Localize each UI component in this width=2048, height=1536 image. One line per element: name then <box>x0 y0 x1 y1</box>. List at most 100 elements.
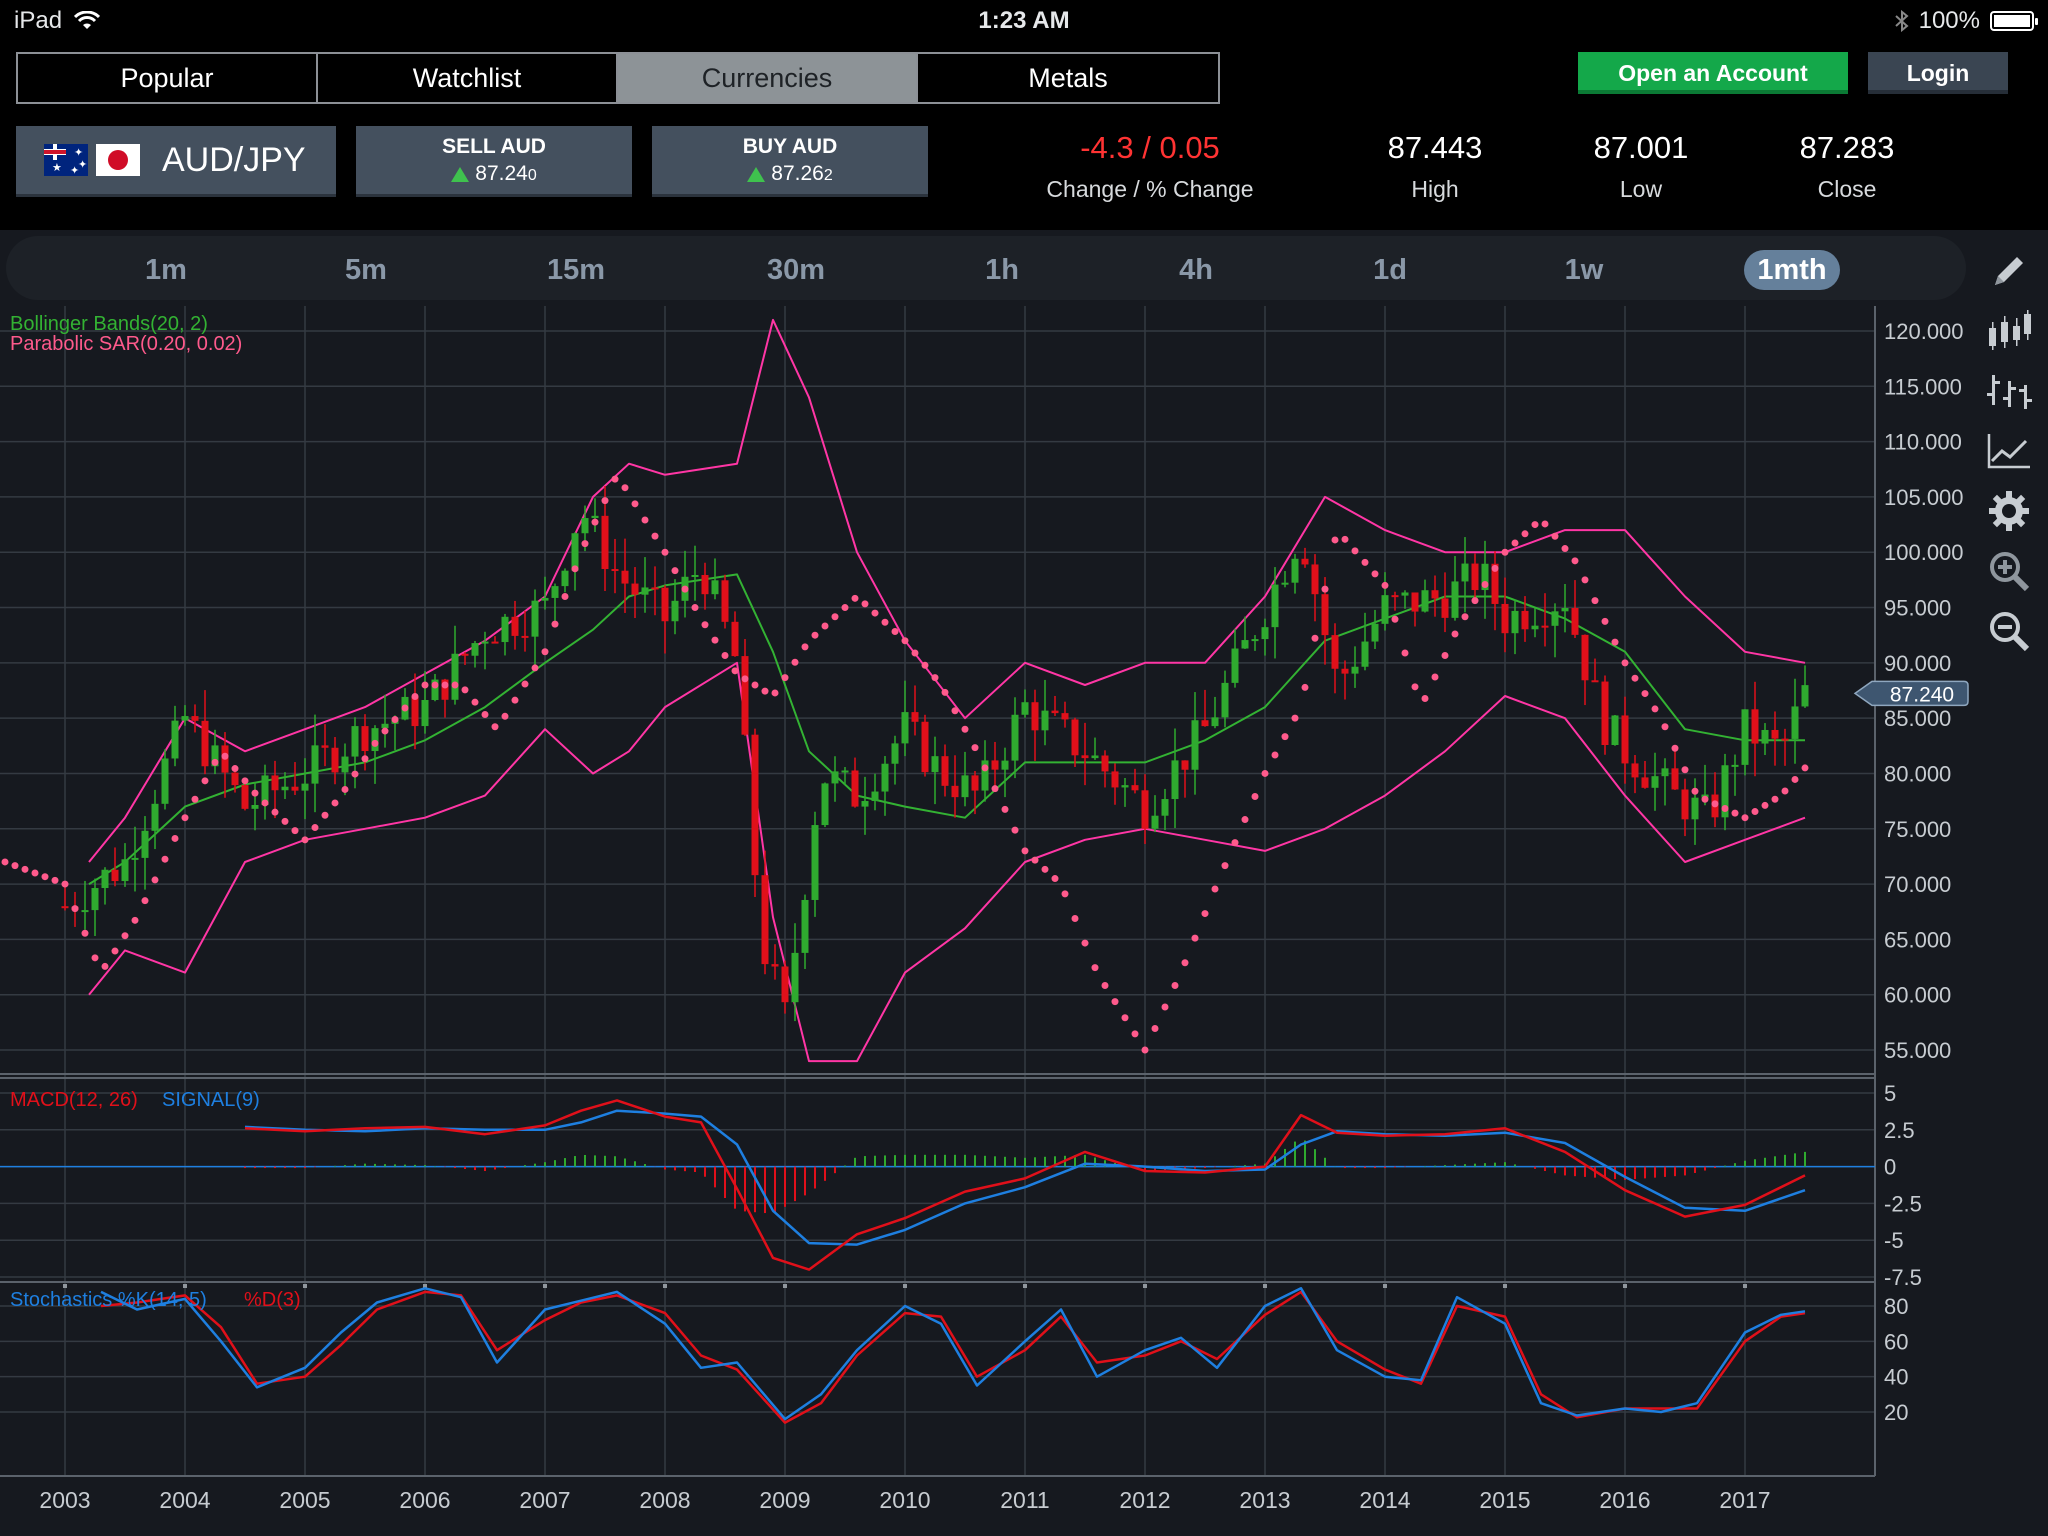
sar-dot <box>1542 520 1549 527</box>
candle-body <box>602 516 609 569</box>
candle-body <box>1612 715 1619 745</box>
sar-dot <box>1582 576 1589 583</box>
candle-body <box>142 831 149 858</box>
sar-dot <box>322 812 329 819</box>
line-chart-icon[interactable] <box>1982 424 2036 478</box>
currency-pair-selector[interactable]: ★ ✦ ✦ ✦ AUD/JPY <box>16 126 336 194</box>
year-tick-label: 2017 <box>1719 1487 1770 1513</box>
candle-body <box>1142 790 1149 828</box>
candle-body <box>672 601 679 621</box>
candle-body <box>1752 709 1759 743</box>
sell-button[interactable]: SELL AUD 87.240 <box>356 126 632 194</box>
open-account-button[interactable]: Open an Account <box>1578 52 1848 94</box>
sar-dot <box>922 662 929 669</box>
timeframe-5m[interactable]: 5m <box>318 250 414 290</box>
sar-dot <box>742 675 749 682</box>
candlestick-icon[interactable] <box>1982 304 2036 358</box>
sar-dot <box>482 711 489 718</box>
candle-body <box>112 870 119 881</box>
candle-body <box>1352 667 1359 674</box>
buy-button[interactable]: BUY AUD 87.262 <box>652 126 928 194</box>
timeframe-15m[interactable]: 15m <box>528 250 624 290</box>
sar-dot <box>912 650 919 657</box>
sar-dot <box>602 497 609 504</box>
sar-dot <box>1662 723 1669 730</box>
sar-dot <box>1422 695 1429 702</box>
timeframe-30m[interactable]: 30m <box>748 250 844 290</box>
sar-dot <box>812 632 819 639</box>
tool-sidebar <box>1976 236 2042 676</box>
candle-body <box>1642 777 1649 787</box>
sar-dot <box>1702 796 1709 803</box>
stoch-tick-marker <box>903 1284 907 1288</box>
price-tick-label: 100.000 <box>1884 540 1964 565</box>
sar-dot <box>202 777 209 784</box>
sar-dot <box>252 790 259 797</box>
timeframe-4h[interactable]: 4h <box>1148 250 1244 290</box>
timeframe-1mth[interactable]: 1mth <box>1744 250 1840 290</box>
sar-dot <box>1682 766 1689 773</box>
candle-body <box>1652 776 1659 788</box>
sar-dot <box>182 814 189 821</box>
sar-dot <box>1482 581 1489 588</box>
gear-icon[interactable] <box>1982 484 2036 538</box>
timeframe-1m[interactable]: 1m <box>118 250 214 290</box>
ohlc-bars-icon[interactable] <box>1982 364 2036 418</box>
zoom-in-icon[interactable] <box>1982 544 2036 598</box>
candle-body <box>132 858 139 860</box>
candle-body <box>292 787 299 791</box>
stoch-tick-marker <box>783 1284 787 1288</box>
candle-body <box>712 580 719 594</box>
candle-body <box>662 588 669 622</box>
sar-dot <box>782 674 789 681</box>
login-button[interactable]: Login <box>1868 52 2008 94</box>
candle-body <box>1052 711 1059 714</box>
timeframe-1w[interactable]: 1w <box>1536 250 1632 290</box>
sar-dot <box>1772 796 1779 803</box>
quote-bar: ★ ✦ ✦ ✦ AUD/JPY SELL AUD 87.240 BUY AUD … <box>0 118 2048 230</box>
sar-dot <box>242 777 249 784</box>
sar-dot <box>532 664 539 671</box>
sar-dot <box>872 610 879 617</box>
candle-body <box>462 654 469 656</box>
sar-dot <box>1182 959 1189 966</box>
candle-body <box>752 735 759 875</box>
price-tick-label: 115.000 <box>1884 374 1962 399</box>
price-chart[interactable]: Bollinger Bands(20, 2)Parabolic SAR(0.20… <box>0 306 1970 1536</box>
candle-body <box>1742 709 1749 765</box>
candle-body <box>1382 595 1389 624</box>
stoch-k-legend: Stochastics %K(14, 5) <box>10 1289 207 1311</box>
candle-body <box>732 622 739 656</box>
pencil-icon[interactable] <box>1982 244 2036 298</box>
candle-body <box>1152 816 1159 829</box>
tab-watchlist[interactable]: Watchlist <box>318 54 618 102</box>
status-bar: iPad 1:23 AM 100% <box>0 0 2048 42</box>
sar-dot <box>1002 806 1009 813</box>
candle-body <box>802 900 809 953</box>
candle-body <box>1262 627 1269 639</box>
buy-price-pip: 2 <box>824 167 833 184</box>
tab-currencies[interactable]: Currencies <box>618 54 918 102</box>
buy-price: 87.26 <box>771 162 824 185</box>
price-tick-label: 110.000 <box>1884 430 1962 455</box>
sar-dot <box>1062 890 1069 897</box>
year-tick-label: 2014 <box>1359 1487 1410 1513</box>
timeframe-1d[interactable]: 1d <box>1342 250 1438 290</box>
candle-body <box>302 784 309 791</box>
close-label: Close <box>1772 176 1922 203</box>
sar-dot <box>1232 839 1239 846</box>
sar-dot <box>702 621 709 628</box>
tab-metals[interactable]: Metals <box>918 54 1218 102</box>
change-label: Change / % Change <box>1030 176 1270 203</box>
tab-popular[interactable]: Popular <box>18 54 318 102</box>
timeframe-1h[interactable]: 1h <box>954 250 1050 290</box>
candle-body <box>552 586 559 598</box>
sar-dot <box>112 948 119 955</box>
zoom-out-icon[interactable] <box>1982 604 2036 658</box>
bluetooth-icon <box>1895 9 1909 33</box>
candle-body <box>1672 768 1679 789</box>
sar-dot <box>1452 630 1459 637</box>
sar-dot <box>1362 559 1369 566</box>
price-tick-label: 70.000 <box>1884 872 1951 897</box>
year-tick-label: 2009 <box>759 1487 810 1513</box>
